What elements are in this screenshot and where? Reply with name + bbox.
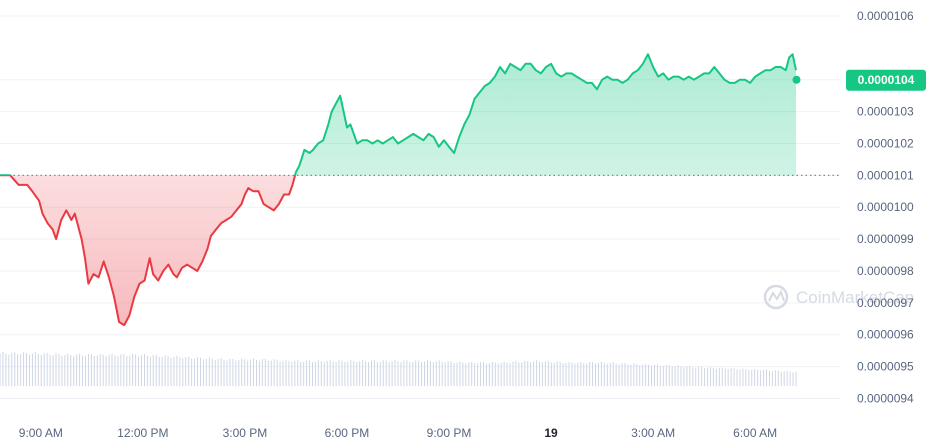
y-tick-label: 0.0000094 (857, 391, 914, 405)
y-tick-label: 0.0000096 (857, 328, 914, 342)
current-price-badge (846, 69, 926, 91)
y-tick-label: 0.0000095 (857, 360, 914, 374)
price-line (0, 53, 797, 327)
x-tick-label: 6:00 AM (733, 426, 777, 440)
x-tick-label: 9:00 PM (427, 426, 472, 440)
y-tick-label: 0.0000099 (857, 232, 914, 246)
y-tick-label: 0.0000101 (857, 168, 914, 182)
x-tick-label: 12:00 PM (117, 426, 168, 440)
x-tick-label: 19 (544, 426, 558, 440)
y-tick-label: 0.0000106 (857, 9, 914, 23)
x-tick-label: 3:00 PM (223, 426, 268, 440)
area-below-baseline (0, 175, 796, 326)
x-tick-label: 9:00 AM (19, 426, 63, 440)
watermark-text: CoinMarketCap (796, 288, 914, 307)
area-above-baseline (0, 54, 796, 176)
price-line-up (0, 53, 797, 176)
current-price-label: 0.0000104 (858, 73, 915, 87)
x-tick-label: 3:00 AM (631, 426, 675, 440)
y-tick-label: 0.0000103 (857, 105, 914, 119)
current-price-dot (792, 75, 801, 84)
price-area (0, 54, 796, 326)
watermark-logo-mark (768, 289, 785, 302)
y-axis-labels: 0.0000106 0.0000104 0.0000103 0.0000102 0.00… (857, 9, 914, 405)
y-tick-label: 0.0000102 (857, 136, 914, 150)
watermark-logo-icon (763, 284, 789, 310)
x-tick-label: 6:00 PM (325, 426, 370, 440)
current-price-marker: 0.0000104 (792, 69, 926, 91)
y-tick-label: 0.0000097 (857, 296, 914, 310)
price-line-down (0, 175, 297, 327)
volume-bars (0, 352, 797, 386)
y-tick-label: 0.0000098 (857, 264, 914, 278)
watermark: CoinMarketCap (763, 284, 914, 310)
x-axis-labels: 9:00 AM 12:00 PM 3:00 PM 6:00 PM 9:00 PM 19 3:… (19, 426, 777, 440)
y-tick-label: 0.0000100 (857, 200, 914, 214)
